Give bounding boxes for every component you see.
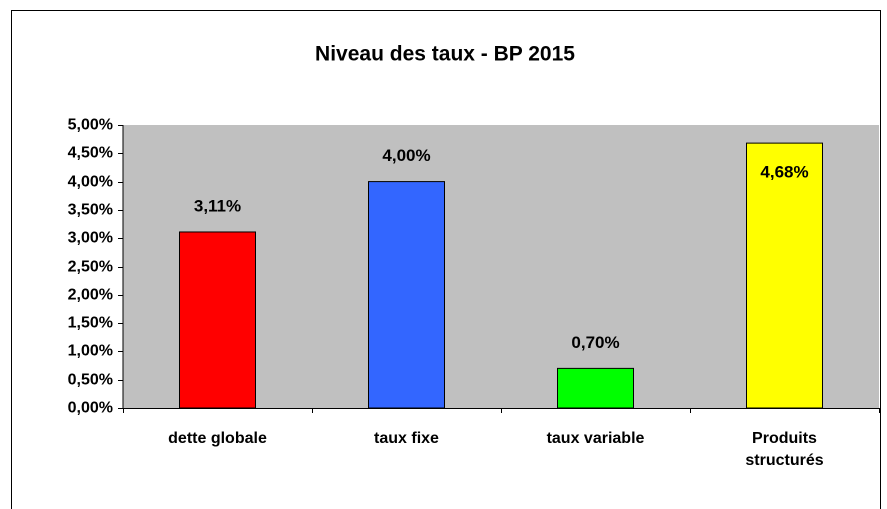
x-tick-label: dette globale — [168, 430, 267, 447]
bar — [746, 142, 823, 409]
y-tick-label: 1,00% — [68, 343, 113, 360]
y-tick-label: 2,00% — [68, 287, 113, 304]
y-tick-label: 0,50% — [68, 372, 113, 389]
y-tick-label: 0,00% — [68, 400, 113, 417]
bar — [368, 181, 445, 409]
x-tick-label: taux variable — [546, 430, 645, 447]
y-tick-label: 3,00% — [68, 230, 113, 247]
y-tick-label: 1,50% — [68, 315, 113, 332]
chart-title: Niveau des taux - BP 2015 — [315, 43, 575, 66]
y-tick-label: 2,50% — [68, 259, 113, 276]
x-tick-label: Produits structurés — [745, 430, 824, 469]
y-tick-label: 3,50% — [68, 202, 113, 219]
value-label: 4,00% — [382, 146, 430, 165]
y-tick-label: 4,00% — [68, 174, 113, 191]
value-label: 0,70% — [571, 333, 619, 352]
bar — [179, 231, 256, 409]
value-label: 4,68% — [760, 163, 808, 182]
bar — [557, 367, 634, 409]
value-label: 3,11% — [194, 196, 241, 215]
x-tick-label: taux fixe — [374, 430, 439, 447]
y-tick-label: 4,50% — [68, 145, 113, 162]
y-tick-label: 5,00% — [68, 117, 113, 134]
